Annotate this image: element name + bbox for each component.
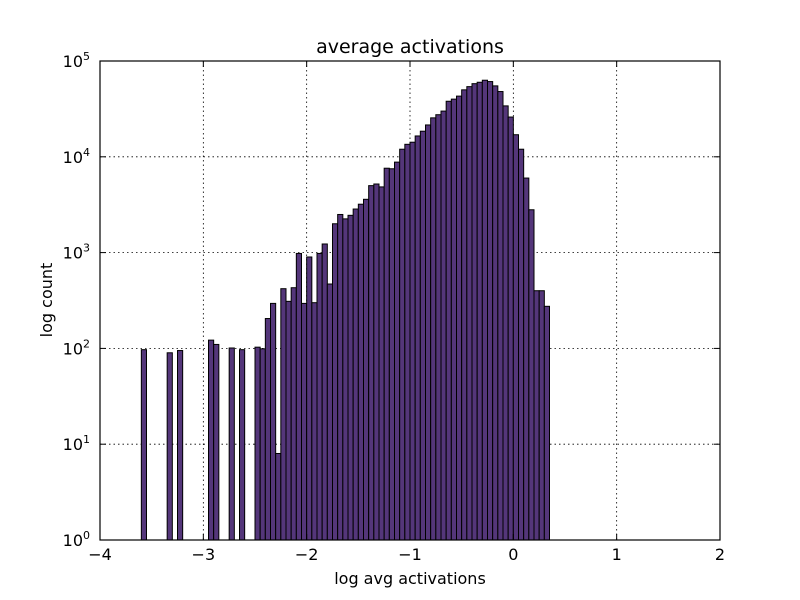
histogram-bar (502, 105, 509, 541)
histogram-bar (512, 134, 519, 541)
x-tick-label: −2 (295, 545, 319, 564)
histogram-bars (140, 79, 550, 541)
histogram-bar (430, 117, 437, 541)
histogram-bar (239, 349, 246, 541)
histogram-bar (487, 81, 494, 541)
histogram-bar (518, 148, 525, 541)
histogram-bar (383, 167, 390, 541)
histogram-bar (342, 218, 349, 541)
histogram-bar (295, 252, 303, 541)
histogram-bar (368, 185, 375, 541)
histogram-bar (435, 114, 442, 541)
x-tick-labels: −4 −3 −2 −1 0 1 2 (88, 545, 725, 564)
histogram-bar (311, 302, 318, 541)
histogram-bar (440, 110, 447, 541)
y-tick-label: 100 (63, 529, 90, 550)
histogram-bar (270, 302, 277, 541)
histogram-bar (450, 98, 458, 541)
histogram-bar (425, 124, 432, 541)
histogram-bar (337, 213, 344, 541)
histogram-bar (445, 100, 452, 541)
histogram-bar (466, 86, 473, 541)
y-tick-label: 104 (63, 146, 90, 167)
histogram-bar (378, 186, 385, 541)
x-axis-label: log avg activations (334, 569, 486, 588)
histogram-bar (316, 252, 323, 541)
histogram-bar (357, 203, 365, 541)
axis-ticks (99, 60, 721, 541)
histogram-bar (507, 116, 514, 541)
histogram-bar (280, 288, 287, 541)
histogram-bar (352, 208, 359, 541)
y-tick-labels: 100 101 102 103 104 105 (63, 50, 90, 550)
histogram-bar (301, 302, 308, 541)
histogram-bar (254, 346, 261, 541)
histogram-bar (388, 168, 396, 541)
histogram-bar (476, 81, 483, 541)
histogram-bar (290, 287, 297, 541)
histogram-bar (208, 339, 215, 541)
y-tick-label: 102 (63, 337, 90, 358)
histogram-bar (538, 290, 545, 541)
histogram-bar (492, 85, 499, 541)
histogram-bar (399, 148, 406, 541)
x-tick-label: −1 (398, 545, 422, 564)
histogram-bar (285, 300, 292, 541)
y-axis-label: log count (37, 263, 56, 338)
histogram-bar (228, 347, 235, 541)
histogram-bar (471, 83, 478, 541)
histogram-bar (456, 95, 463, 541)
histogram-bar (497, 91, 504, 541)
histogram-bar (326, 283, 334, 541)
histogram-bar (461, 89, 468, 541)
y-tick-label: 103 (63, 242, 90, 263)
histogram-bar (481, 79, 489, 541)
y-tick-label: 105 (63, 50, 90, 71)
histogram-bar (275, 452, 282, 541)
histogram-bar (419, 130, 427, 541)
histogram-bar (414, 135, 421, 541)
histogram-bar (213, 343, 220, 541)
x-tick-label: 2 (715, 545, 725, 564)
histogram-bar (373, 183, 380, 541)
x-tick-label: −4 (88, 545, 112, 564)
histogram-bar (363, 198, 370, 541)
histogram-bar (259, 348, 266, 541)
x-tick-label: −3 (192, 545, 216, 564)
histogram-bar (347, 214, 354, 541)
y-tick-label: 101 (63, 433, 90, 454)
histogram-bar (394, 161, 401, 541)
histogram-bar (523, 177, 530, 541)
histogram-bar (140, 349, 147, 541)
histogram-bar (166, 352, 173, 541)
x-tick-label: 1 (612, 545, 622, 564)
histogram-bar (543, 305, 550, 541)
histogram-bar (528, 209, 535, 541)
histogram-bar (404, 143, 411, 541)
histogram-bar (306, 256, 313, 541)
histogram-bar (177, 350, 184, 541)
histogram-bar (321, 243, 328, 541)
chart-title: average activations (316, 36, 504, 58)
histogram-bar (533, 290, 540, 541)
histogram-bar (409, 141, 416, 541)
x-tick-label: 0 (508, 545, 518, 564)
histogram-bar (264, 318, 272, 541)
histogram-bar (332, 223, 339, 541)
